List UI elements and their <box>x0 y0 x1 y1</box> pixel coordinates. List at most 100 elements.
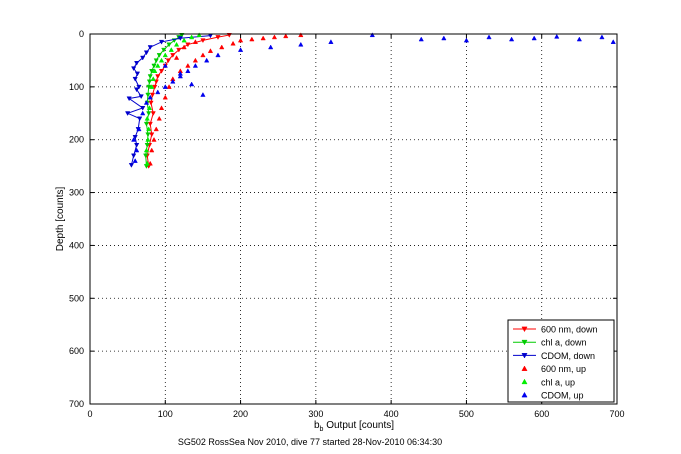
data-point <box>162 94 168 100</box>
data-point <box>158 105 165 111</box>
data-point <box>155 74 161 80</box>
data-point <box>144 142 150 148</box>
data-point <box>185 62 191 68</box>
x-tick-label: 500 <box>459 409 474 419</box>
plot-border <box>89 33 618 405</box>
x-tick-label: 200 <box>233 409 248 419</box>
data-point <box>148 100 154 106</box>
legend-label: CDOM, up <box>541 391 584 401</box>
data-point <box>173 55 180 60</box>
x-tick-label: 300 <box>308 409 323 419</box>
data-point <box>200 52 206 58</box>
legend-marker <box>521 378 528 385</box>
data-point <box>147 94 153 100</box>
data-point <box>576 36 582 42</box>
data-point <box>170 78 176 84</box>
data-point <box>155 89 161 95</box>
legend-marker <box>521 326 528 333</box>
data-point <box>185 42 191 48</box>
figure-caption: SG502 RossSea Nov 2010, dive 77 started … <box>178 437 442 447</box>
data-point <box>136 84 142 90</box>
data-point <box>147 74 153 80</box>
legend-entry: CDOM, up <box>521 391 584 401</box>
legend-entry: 600 nm, up <box>521 364 586 374</box>
data-point <box>151 136 157 142</box>
series-1 <box>143 33 185 169</box>
data-point <box>149 132 155 138</box>
data-point <box>161 47 167 53</box>
legend-entry: chl a, up <box>521 377 575 387</box>
data-point <box>219 44 225 50</box>
data-point <box>271 34 278 40</box>
legend-entry: CDOM, down <box>513 351 595 361</box>
data-point <box>185 68 191 74</box>
data-point <box>165 58 171 64</box>
data-point <box>328 39 334 44</box>
data-point <box>153 58 159 64</box>
data-point <box>554 33 560 39</box>
data-point <box>132 135 138 140</box>
data-point <box>283 33 289 39</box>
data-point <box>508 36 515 42</box>
y-tick-label: 700 <box>69 399 84 409</box>
x-tick-label: 400 <box>384 409 399 419</box>
series-3 <box>147 32 304 166</box>
y-axis-tick-labels: 0 100 200 300 400 500 600 700 <box>69 29 84 409</box>
data-point <box>146 105 153 111</box>
data-point <box>137 116 143 122</box>
data-point <box>192 39 199 44</box>
data-point <box>146 84 152 90</box>
data-point <box>260 35 266 41</box>
data-point <box>140 105 146 111</box>
data-point <box>463 37 470 43</box>
data-point <box>155 62 161 68</box>
data-point <box>215 35 221 40</box>
data-point <box>134 142 140 148</box>
data-point <box>131 66 137 72</box>
y-tick-label: 100 <box>69 82 84 92</box>
data-point <box>147 121 153 127</box>
x-axis-tick-labels: 0 100 200 300 400 500 600 700 <box>87 409 624 419</box>
legend-entry: 600 nm, down <box>513 325 598 335</box>
data-point <box>131 153 137 159</box>
y-axis-label: Depth [counts] <box>55 187 66 252</box>
y-tick-label: 0 <box>79 29 84 39</box>
data-point <box>145 132 151 138</box>
series-5 <box>131 32 616 163</box>
data-point <box>173 41 180 47</box>
data-point <box>237 47 244 52</box>
data-point <box>152 68 158 74</box>
legend-label: chl a, up <box>541 377 575 387</box>
data-point <box>181 37 187 43</box>
data-point <box>441 35 447 41</box>
x-axis-label-b: b <box>314 420 320 431</box>
data-point <box>268 44 274 50</box>
data-point <box>149 84 155 89</box>
data-point <box>128 163 135 168</box>
data-point <box>143 153 149 159</box>
data-point <box>151 63 157 69</box>
data-point <box>168 47 174 52</box>
series-4 <box>143 32 202 166</box>
legend-label: chl a, down <box>541 338 587 348</box>
data-point <box>134 61 140 66</box>
data-point <box>143 121 150 127</box>
data-point <box>215 52 221 58</box>
data-point <box>177 73 183 79</box>
data-point <box>132 76 138 82</box>
y-tick-label: 300 <box>69 188 84 198</box>
data-point <box>146 111 152 117</box>
legend-box <box>507 319 615 403</box>
x-axis-label-rest: Output [counts] <box>323 420 394 431</box>
data-series <box>125 32 616 169</box>
data-point <box>149 147 155 153</box>
data-point <box>200 38 206 44</box>
x-axis-label: bb Output [counts] <box>314 420 394 433</box>
data-point <box>200 92 206 97</box>
data-point <box>170 53 176 58</box>
legend-marker <box>521 365 528 371</box>
data-point <box>132 158 138 163</box>
data-point <box>125 111 131 117</box>
data-point <box>150 111 156 117</box>
